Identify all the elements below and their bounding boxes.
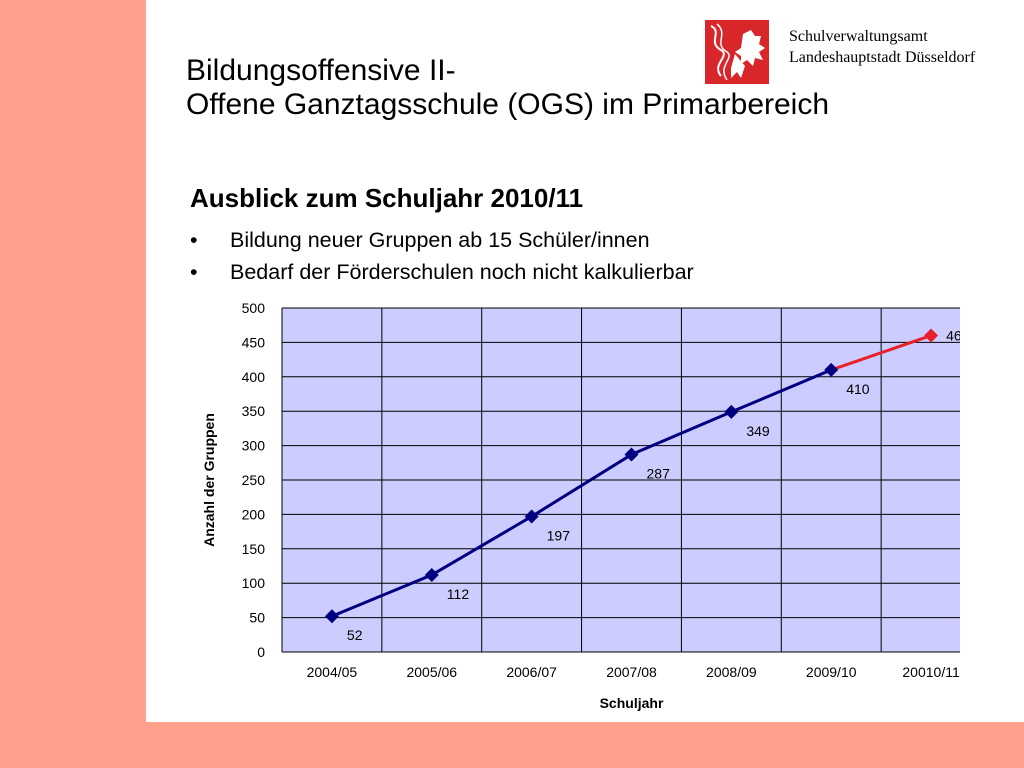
data-point-marker bbox=[924, 328, 939, 343]
y-tick-label: 450 bbox=[242, 334, 266, 350]
data-point-marker bbox=[624, 447, 639, 462]
y-tick-label: 200 bbox=[242, 506, 266, 522]
x-tick-label: 2005/06 bbox=[406, 664, 457, 680]
forecast-line-segment bbox=[830, 334, 932, 372]
y-tick-label: 300 bbox=[242, 438, 266, 454]
organization-logo: Schulverwaltungsamt Landeshauptstadt Düs… bbox=[705, 20, 1005, 86]
data-point-marker bbox=[524, 509, 539, 524]
data-label: 112 bbox=[447, 586, 470, 602]
org-line-2: Landeshauptstadt Düsseldorf bbox=[789, 49, 976, 66]
y-axis-label: Anzahl der Gruppen bbox=[201, 413, 217, 547]
y-tick-label: 100 bbox=[242, 575, 266, 591]
bullet-item: • Bildung neuer Gruppen ab 15 Schüler/inn… bbox=[190, 224, 694, 256]
y-tick-label: 350 bbox=[242, 403, 266, 419]
x-axis-label: Schuljahr bbox=[600, 695, 664, 711]
duesseldorf-lion-icon bbox=[705, 20, 769, 84]
bullet-text: Bedarf der Förderschulen noch nicht kalk… bbox=[230, 260, 694, 284]
data-label: 287 bbox=[647, 466, 671, 482]
series-line-segment bbox=[431, 515, 533, 577]
data-label: 460 bbox=[946, 328, 960, 344]
data-point-marker bbox=[824, 362, 839, 377]
data-label: 52 bbox=[347, 627, 363, 643]
x-tick-label: 2007/08 bbox=[606, 664, 657, 680]
series-line-segment bbox=[730, 368, 832, 414]
title-line-1: Bildungsoffensive II- bbox=[186, 54, 456, 87]
y-tick-label: 0 bbox=[257, 644, 265, 660]
data-label: 410 bbox=[846, 381, 870, 397]
data-point-marker bbox=[724, 404, 739, 419]
y-tick-label: 500 bbox=[242, 300, 266, 316]
series-line-segment bbox=[331, 573, 433, 618]
x-tick-label: 2009/10 bbox=[806, 664, 857, 680]
data-point-marker bbox=[424, 567, 439, 582]
bullet-marker: • bbox=[190, 260, 198, 284]
x-tick-label: 2006/07 bbox=[506, 664, 557, 680]
bullet-list: • Bildung neuer Gruppen ab 15 Schüler/inn… bbox=[190, 224, 694, 288]
y-tick-label: 250 bbox=[242, 472, 266, 488]
organization-name: Schulverwaltungsamt Landeshauptstadt Düs… bbox=[789, 26, 975, 68]
bullet-text: Bildung neuer Gruppen ab 15 Schüler/inne… bbox=[230, 228, 650, 252]
y-tick-label: 50 bbox=[249, 610, 265, 626]
section-heading: Ausblick zum Schuljahr 2010/11 bbox=[190, 183, 584, 213]
data-label: 197 bbox=[547, 527, 571, 543]
series-line-segment bbox=[630, 410, 732, 456]
x-tick-label: 2004/05 bbox=[307, 664, 358, 680]
line-chart: 0 50 100 150 200 250 300 350 400 450 500 2004/05 200… bbox=[201, 300, 960, 711]
bullet-marker: • bbox=[190, 228, 198, 252]
data-label: 349 bbox=[746, 423, 770, 439]
title-line-2: Offene Ganztagsschule (OGS) im Primarber… bbox=[186, 88, 830, 121]
y-tick-label: 150 bbox=[242, 541, 266, 557]
bullet-item: • Bedarf der Förderschulen noch nicht kal… bbox=[190, 256, 694, 288]
y-tick-label: 400 bbox=[242, 369, 266, 385]
org-line-1: Schulverwaltungsamt bbox=[789, 28, 928, 45]
page-title: Bildungsoffensive II- Offene Ganztagssch… bbox=[186, 54, 829, 122]
data-point-marker bbox=[324, 609, 339, 624]
x-tick-label: 2008/09 bbox=[706, 664, 757, 680]
x-tick-label: 20010/11 bbox=[902, 664, 960, 680]
series-line-segment bbox=[530, 453, 633, 518]
